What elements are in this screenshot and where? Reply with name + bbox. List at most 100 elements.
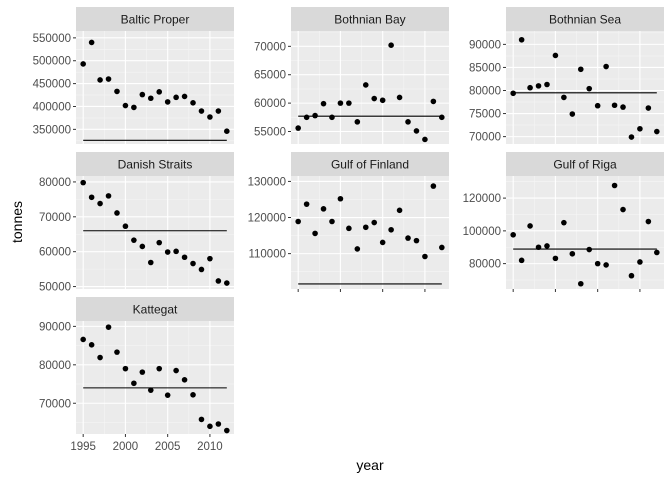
data-point — [413, 128, 420, 134]
data-point — [329, 218, 335, 225]
data-point — [510, 90, 516, 97]
data-point — [637, 259, 643, 265]
data-point — [88, 342, 95, 348]
data-point — [80, 61, 86, 67]
facet-baltic-proper: Baltic Proper 350000 400000 450000 500000 550… — [33, 7, 234, 144]
y-tick-label: 90000 — [469, 39, 501, 51]
y-tick-label: 50000 — [39, 282, 71, 294]
panel-background — [76, 31, 234, 144]
data-point — [544, 81, 550, 88]
data-point — [224, 427, 230, 434]
facet-strip — [291, 152, 449, 176]
y-axis-title: tonnes — [9, 201, 25, 243]
y-tick-label: 70000 — [469, 132, 501, 144]
data-point — [114, 349, 120, 355]
data-point — [569, 250, 576, 257]
data-point — [594, 260, 601, 267]
x-tick-label: 2005 — [155, 441, 181, 453]
data-point — [198, 416, 205, 423]
facet-strip-label: Bothnian Bay — [334, 13, 405, 27]
data-point — [586, 85, 593, 92]
data-point — [439, 244, 445, 251]
y-tick-label: 75000 — [469, 109, 501, 121]
y-tick-label: 350000 — [33, 124, 71, 136]
facet-gulf-of-riga: Gulf of Riga 80000 100000 120000 — [463, 152, 664, 292]
data-point — [97, 77, 103, 83]
data-point — [312, 112, 318, 119]
data-point — [164, 249, 171, 255]
data-point — [122, 365, 129, 372]
data-point — [396, 94, 403, 101]
data-point — [173, 94, 179, 101]
data-point — [295, 218, 301, 225]
data-point — [561, 94, 567, 101]
data-point — [173, 367, 179, 374]
y-tick-label: 60000 — [254, 98, 286, 110]
data-point — [422, 253, 428, 260]
data-point — [164, 392, 171, 398]
y-tick-label: 80000 — [469, 85, 501, 97]
facet-strip-label: Gulf of Riga — [553, 158, 617, 172]
data-point — [139, 91, 146, 98]
data-point — [552, 52, 559, 59]
data-point — [190, 391, 196, 398]
data-point — [80, 179, 86, 186]
data-point — [156, 239, 163, 246]
data-point — [379, 239, 386, 246]
data-point — [577, 66, 584, 73]
data-point — [518, 257, 525, 264]
facet-strip-label: Baltic Proper — [121, 13, 190, 27]
data-point — [80, 336, 86, 343]
data-point — [224, 128, 230, 134]
data-point — [147, 95, 154, 102]
data-point — [337, 195, 344, 202]
y-tick-label: 450000 — [33, 79, 71, 91]
data-point — [139, 369, 146, 375]
data-point — [105, 324, 112, 330]
facet-bothnian-bay: Bothnian Bay 55000 60000 65000 70000 — [254, 7, 449, 144]
data-point — [156, 89, 163, 95]
y-tick-label: 550000 — [33, 33, 71, 45]
data-point — [320, 100, 327, 107]
data-point — [131, 380, 137, 387]
data-point — [198, 108, 205, 114]
data-point — [388, 42, 394, 48]
data-point — [654, 128, 660, 135]
y-tick-label: 70000 — [39, 212, 71, 224]
data-point — [139, 243, 146, 250]
data-point — [329, 114, 335, 121]
data-point — [114, 210, 120, 216]
data-point — [561, 219, 567, 226]
data-point — [439, 114, 445, 121]
data-point — [164, 99, 171, 105]
data-point — [88, 39, 95, 46]
panel-background — [291, 31, 449, 144]
y-tick-label: 80000 — [469, 259, 501, 271]
data-point — [337, 100, 344, 106]
data-point — [295, 125, 301, 131]
data-point — [603, 63, 609, 70]
y-tick-label: 400000 — [33, 101, 71, 113]
y-tick-label: 110000 — [248, 249, 286, 261]
y-tick-label: 500000 — [33, 56, 71, 68]
data-point — [362, 224, 369, 231]
facet-gulf-of-finland: Gulf of Finland 110000 120000 130000 — [248, 152, 449, 292]
y-tick-label: 70000 — [39, 398, 71, 410]
facet-strip-label: Bothnian Sea — [549, 13, 621, 27]
data-point — [207, 114, 213, 120]
data-point — [535, 244, 542, 251]
data-point — [346, 225, 352, 232]
data-point — [156, 365, 163, 372]
data-point — [628, 134, 635, 140]
y-tick-label: 90000 — [39, 321, 71, 333]
facet-strip — [506, 152, 664, 176]
data-point — [527, 84, 533, 91]
y-tick-label: 80000 — [39, 177, 71, 189]
facet-strip — [291, 7, 449, 31]
facet-strip-label: Kattegat — [133, 303, 178, 317]
data-point — [430, 98, 437, 105]
data-point — [312, 230, 318, 237]
data-point — [122, 102, 129, 109]
data-point — [173, 248, 179, 255]
panel-background — [76, 321, 234, 434]
